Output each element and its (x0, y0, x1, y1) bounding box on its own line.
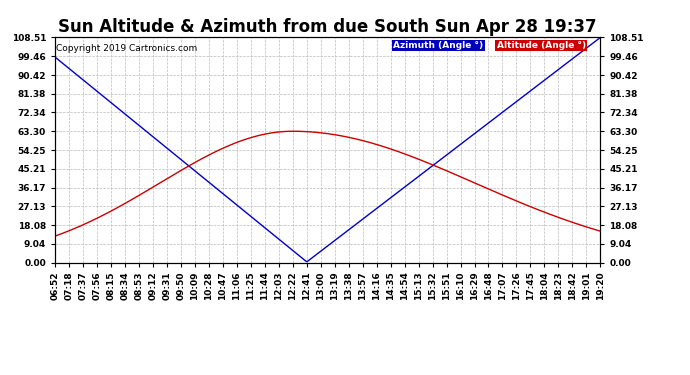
Text: Altitude (Angle °): Altitude (Angle °) (497, 41, 586, 50)
Text: Copyright 2019 Cartronics.com: Copyright 2019 Cartronics.com (57, 44, 197, 53)
Text: Azimuth (Angle °): Azimuth (Angle °) (393, 41, 483, 50)
Title: Sun Altitude & Azimuth from due South Sun Apr 28 19:37: Sun Altitude & Azimuth from due South Su… (59, 18, 597, 36)
